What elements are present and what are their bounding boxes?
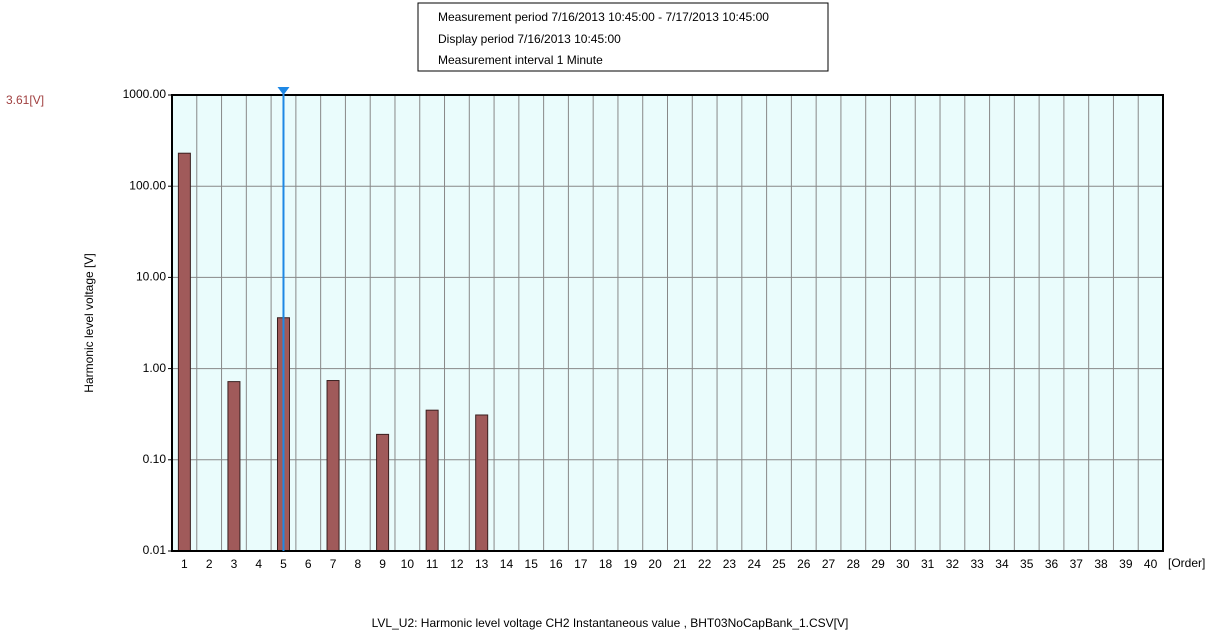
x-tick-label: 15 bbox=[525, 557, 539, 571]
caption: LVL_U2: Harmonic level voltage CH2 Insta… bbox=[372, 616, 849, 630]
x-tick-label: 5 bbox=[280, 557, 287, 571]
cursor-marker bbox=[277, 87, 290, 95]
x-tick-label: 6 bbox=[305, 557, 312, 571]
x-tick-label: 24 bbox=[748, 557, 762, 571]
x-tick-label: 10 bbox=[401, 557, 415, 571]
bar bbox=[376, 433, 390, 552]
x-axis-label: [Order] bbox=[1168, 556, 1205, 570]
x-tick-label: 8 bbox=[354, 557, 361, 571]
y-tick-label: 0.10 bbox=[143, 452, 167, 466]
y-tick-label: 1.00 bbox=[143, 361, 167, 375]
bar bbox=[227, 381, 241, 552]
x-tick-label: 28 bbox=[847, 557, 861, 571]
x-tick-label: 32 bbox=[946, 557, 960, 571]
x-tick-label: 18 bbox=[599, 557, 613, 571]
x-tick-label: 39 bbox=[1119, 557, 1133, 571]
cursor-label: 3.61[V] bbox=[6, 93, 44, 107]
x-tick-label: 20 bbox=[648, 557, 662, 571]
x-tick-label: 34 bbox=[995, 557, 1009, 571]
y-axis-label: Harmonic level voltage [V] bbox=[82, 253, 96, 392]
x-tick-label: 17 bbox=[574, 557, 588, 571]
x-tick-label: 9 bbox=[379, 557, 386, 571]
x-tick-label: 26 bbox=[797, 557, 811, 571]
plot-frame bbox=[171, 94, 1164, 552]
y-tick-label: 10.00 bbox=[136, 270, 166, 284]
bar bbox=[425, 409, 439, 552]
info-line: Measurement period 7/16/2013 10:45:00 - … bbox=[438, 10, 769, 24]
x-tick-label: 19 bbox=[624, 557, 638, 571]
x-tick-label: 36 bbox=[1045, 557, 1059, 571]
x-tick-label: 16 bbox=[549, 557, 563, 571]
x-tick-label: 21 bbox=[673, 557, 687, 571]
x-tick-label: 25 bbox=[772, 557, 786, 571]
x-tick-label: 4 bbox=[255, 557, 262, 571]
x-tick-label: 11 bbox=[426, 557, 439, 571]
x-tick-label: 40 bbox=[1144, 557, 1158, 571]
bar bbox=[475, 414, 489, 552]
x-tick-label: 2 bbox=[206, 557, 213, 571]
info-box bbox=[417, 2, 829, 72]
bar bbox=[177, 152, 191, 552]
x-tick-label: 37 bbox=[1070, 557, 1084, 571]
y-tick-label: 1000.00 bbox=[123, 87, 167, 101]
x-tick-label: 3 bbox=[231, 557, 238, 571]
x-tick-label: 35 bbox=[1020, 557, 1034, 571]
info-line: Display period 7/16/2013 10:45:00 bbox=[438, 32, 621, 46]
x-tick-label: 12 bbox=[450, 557, 464, 571]
info-line: Measurement interval 1 Minute bbox=[438, 53, 603, 67]
x-tick-label: 14 bbox=[500, 557, 514, 571]
x-tick-label: 1 bbox=[181, 557, 188, 571]
x-tick-label: 27 bbox=[822, 557, 836, 571]
x-tick-label: 29 bbox=[871, 557, 885, 571]
x-tick-label: 38 bbox=[1094, 557, 1108, 571]
x-tick-label: 22 bbox=[698, 557, 712, 571]
x-tick-label: 13 bbox=[475, 557, 489, 571]
x-tick-label: 33 bbox=[971, 557, 985, 571]
x-tick-label: 30 bbox=[896, 557, 910, 571]
x-tick-label: 23 bbox=[723, 557, 737, 571]
x-tick-label: 31 bbox=[921, 557, 935, 571]
y-tick-label: 0.01 bbox=[143, 543, 167, 557]
bar bbox=[326, 380, 340, 552]
y-tick-label: 100.00 bbox=[129, 178, 166, 192]
x-tick-label: 7 bbox=[330, 557, 337, 571]
